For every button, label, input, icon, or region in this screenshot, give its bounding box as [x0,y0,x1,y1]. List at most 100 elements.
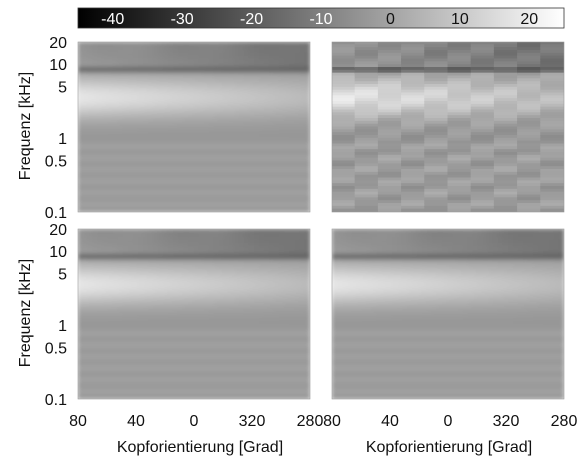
heatmap-cell [132,378,140,383]
heatmap-cell [208,254,215,258]
heatmap-cell [218,106,225,111]
heatmap-cell [294,75,301,80]
heatmap-cell [223,137,230,142]
heatmap-cell [97,378,104,383]
heatmap-cell [138,296,145,301]
heatmap-cell [228,67,235,71]
heatmap-cell [203,290,210,295]
heatmap-cell [183,370,190,374]
heatmap-cell [183,197,190,202]
heatmap-cell [87,135,94,139]
heatmap-cell [148,324,155,329]
heatmap-cell [354,160,379,165]
heatmap-cell [92,171,99,176]
heatmap-cell [447,58,472,63]
heatmap-cell [213,169,220,173]
heatmap-cell [493,146,519,151]
heatmap-cell [188,109,195,114]
heatmap-cell [178,262,185,267]
heatmap-cell [203,333,210,338]
heatmap-cell [284,171,291,176]
heatmap-cell [493,101,519,105]
heatmap-cell [517,126,542,131]
heatmap-cell [304,58,310,63]
heatmap-cell [178,149,185,153]
heatmap-cell [198,123,205,128]
heatmap-cell [163,140,170,145]
heatmap-cell [82,378,89,383]
heatmap-cell [112,186,119,190]
heatmap-cell [213,75,220,80]
heatmap-cell [158,98,165,102]
heatmap-cell [92,188,99,193]
heatmap-cell [233,52,240,57]
heatmap-cell [173,296,180,301]
heatmap-cell [493,123,519,128]
heatmap-cell [183,316,190,321]
heatmap-cell [188,50,195,54]
heatmap-cell [78,313,84,318]
heatmap-cell [158,324,165,329]
heatmap-cell [92,290,99,295]
heatmap-cell [158,44,165,49]
heatmap-cell [112,299,119,304]
heatmap-cell [254,188,261,193]
heatmap-cell [92,339,99,343]
heatmap-cell [153,307,160,312]
heatmap-cell [82,279,89,284]
heatmap-cell [138,305,145,309]
heatmap-cell [279,143,286,148]
heatmap-cell [92,157,99,162]
heatmap-cell [173,75,180,80]
heatmap-cell [243,188,250,193]
heatmap-cell [203,282,210,287]
heatmap-cell [183,350,190,355]
heatmap-cell [259,200,266,204]
heatmap-cell [294,166,301,170]
heatmap-cell [188,265,195,270]
heatmap-cell [117,248,124,253]
heatmap-cell [299,118,306,122]
heatmap-cell [92,239,99,244]
heatmap-cell [97,143,104,148]
heatmap-cell [254,89,261,94]
heatmap-cell [447,69,472,74]
heatmap-cell [168,61,175,66]
heatmap-cell [198,276,205,281]
heatmap-cell [377,166,403,170]
heatmap-cell [198,188,205,193]
heatmap-cell [304,44,310,49]
heatmap-cell [122,285,129,289]
heatmap-cell [188,171,195,176]
heatmap-cell [78,101,84,105]
heatmap-cell [138,112,145,117]
heatmap-cell [354,157,379,162]
heatmap-cell [274,106,281,111]
heatmap-cell [284,101,291,105]
heatmap-cell [223,84,230,88]
heatmap-cell [82,120,89,125]
heatmap-cell [218,126,225,131]
heatmap-cell [102,239,109,244]
heatmap-cell [193,347,200,352]
heatmap-cell [132,392,140,397]
heatmap-cell [138,273,145,278]
heatmap-cell [193,160,200,165]
heatmap-cell [238,64,245,68]
heatmap-cell [163,44,170,49]
heatmap-cell [153,140,160,145]
heatmap-cell [163,341,170,346]
heatmap-cell [470,42,495,46]
heatmap-cell [233,109,240,114]
heatmap-cell [168,157,175,162]
heatmap-cell [279,197,286,202]
heatmap-cell [304,197,310,202]
heatmap-cell [97,92,104,97]
heatmap-cell [138,67,145,71]
heatmap-cell [153,344,160,349]
heatmap-cell [122,194,129,199]
heatmap-cell [447,197,472,202]
heatmap-cell [117,81,124,85]
heatmap-cell [183,310,190,315]
heatmap-cell [208,324,215,329]
